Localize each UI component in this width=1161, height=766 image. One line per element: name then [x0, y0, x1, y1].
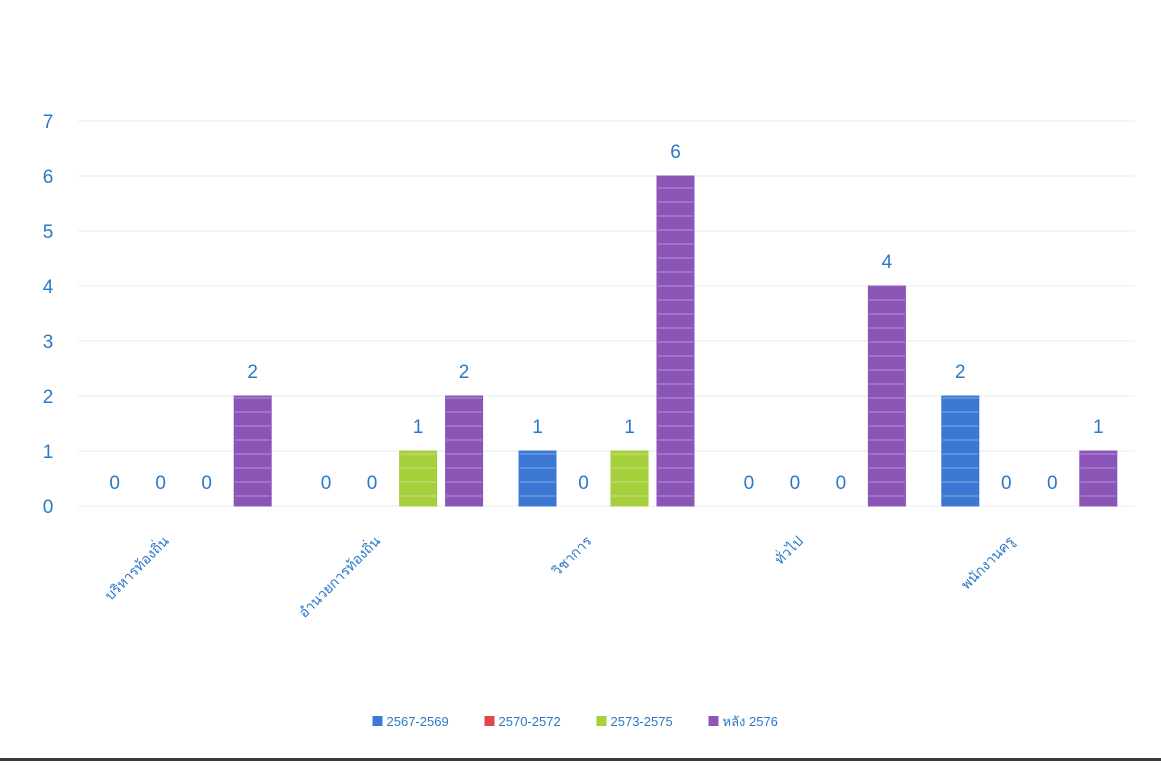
bar — [445, 395, 484, 507]
data-label: 6 — [670, 142, 681, 163]
y-tick-label: 6 — [43, 167, 54, 188]
x-category-label: วิชาการ — [549, 533, 595, 579]
y-tick-label: 1 — [43, 442, 54, 463]
data-label: 0 — [578, 473, 589, 494]
data-label: 1 — [413, 417, 424, 438]
data-label: 1 — [1093, 417, 1104, 438]
y-tick-label: 5 — [43, 222, 54, 243]
bottom-divider — [0, 758, 1161, 761]
legend-label: 2573-2575 — [611, 714, 673, 729]
y-tick-label: 0 — [43, 497, 54, 518]
data-label: 0 — [790, 473, 801, 494]
bar — [867, 285, 906, 507]
y-tick-label: 7 — [43, 112, 54, 133]
data-label: 2 — [459, 362, 470, 383]
bar — [399, 450, 438, 507]
x-category-label: บริหารท้องถิ่น — [101, 532, 173, 604]
data-label: 0 — [744, 473, 755, 494]
legend-label: 2567-2569 — [387, 714, 449, 729]
legend-swatch — [596, 716, 607, 726]
x-category-label: อำนวยการท้องถิ่น — [295, 532, 385, 622]
y-tick-label: 4 — [43, 277, 54, 298]
data-label: 0 — [836, 473, 847, 494]
bar — [1079, 450, 1118, 507]
data-label: 1 — [532, 417, 543, 438]
bar — [233, 395, 272, 507]
bar — [518, 450, 557, 507]
legend-label: หลัง 2576 — [723, 714, 778, 729]
legend-swatch — [708, 716, 719, 726]
data-label: 0 — [155, 473, 166, 494]
legend-swatch — [372, 716, 383, 726]
bar — [656, 175, 695, 507]
data-label: 0 — [1001, 473, 1012, 494]
x-category-label: พนักงานครู — [958, 533, 1018, 593]
legend-label: 2570-2572 — [499, 714, 561, 729]
data-label: 0 — [201, 473, 212, 494]
data-label: 2 — [955, 362, 966, 383]
x-category-label: ทั่วไป — [771, 532, 807, 568]
y-tick-label: 2 — [43, 387, 54, 408]
bar — [610, 450, 649, 507]
data-label: 0 — [109, 473, 120, 494]
data-label: 2 — [247, 362, 258, 383]
data-label: 4 — [882, 252, 893, 273]
y-tick-label: 3 — [43, 332, 54, 353]
legend-swatch — [484, 716, 495, 726]
data-label: 0 — [1047, 473, 1058, 494]
data-label: 1 — [624, 417, 635, 438]
data-label: 0 — [321, 473, 332, 494]
data-label: 0 — [367, 473, 378, 494]
bar — [941, 395, 980, 507]
